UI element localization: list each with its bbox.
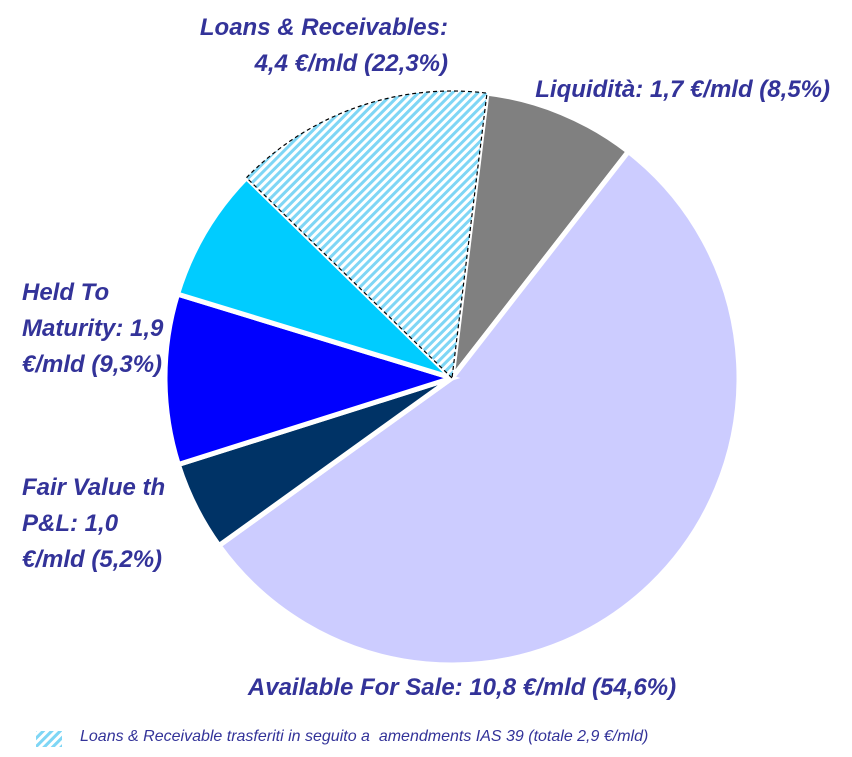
pie-slice bbox=[215, 148, 742, 668]
slice-label: Loans & Receivables: 4,4 €/mld (22,3%) bbox=[90, 10, 448, 82]
pie-slice bbox=[174, 174, 454, 381]
slice-name: Loans & Receivables: bbox=[199, 14, 448, 41]
slice-label: Held To Maturity: 1,9 €/mld (9,3%) bbox=[22, 275, 172, 383]
slice-value: 1,0 €/mld (5,2%) bbox=[22, 510, 163, 573]
slice-label: Liquidità: 1,7 €/mld (8,5%) bbox=[530, 72, 830, 108]
pie-slice bbox=[162, 290, 461, 468]
slice-name: Liquidità: bbox=[535, 76, 644, 103]
slice-name: Held To Maturity: bbox=[22, 279, 124, 342]
slice-label: Available For Sale: 10,8 €/mld (54,6%) bbox=[100, 670, 824, 706]
legend-note: Loans & Receivable trasferiti in seguito… bbox=[80, 728, 649, 745]
slice-value: 10,8 €/mld (54,6%) bbox=[469, 674, 677, 701]
pie-slice bbox=[448, 90, 632, 387]
pie-slice-transferred bbox=[245, 90, 488, 380]
slice-name: Available For Sale: bbox=[247, 674, 463, 701]
slice-value: 1,9 €/mld (9,3%) bbox=[22, 315, 164, 378]
slice-name: Fair Value th P&L: bbox=[22, 474, 166, 537]
legend-swatch bbox=[36, 731, 62, 747]
slice-label: Fair Value th P&L: 1,0 €/mld (5,2%) bbox=[22, 470, 172, 578]
slice-value: 4,4 €/mld (22,3%) bbox=[254, 50, 448, 77]
slice-value: 1,7 €/mld (8,5%) bbox=[649, 76, 830, 103]
